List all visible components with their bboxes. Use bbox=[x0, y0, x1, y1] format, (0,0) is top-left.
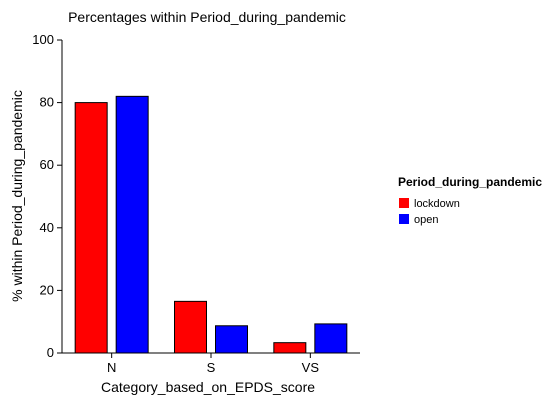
legend: Period_during_pandemic lockdown open bbox=[398, 175, 542, 226]
bar-lockdown-S bbox=[174, 300, 207, 354]
legend-label-lockdown: lockdown bbox=[414, 198, 460, 210]
y-tick-label: 100 bbox=[32, 32, 54, 47]
legend-title: Period_during_pandemic bbox=[398, 175, 542, 189]
legend-swatch-open bbox=[399, 214, 409, 224]
y-tick-label: 80 bbox=[40, 95, 54, 110]
x-axis-label: Category_based_on_EPDS_score bbox=[101, 379, 315, 395]
y-tick-label: 0 bbox=[47, 345, 54, 360]
bar-open-S bbox=[215, 325, 248, 354]
bar-lockdown-N bbox=[74, 102, 108, 354]
x-tick-label: S bbox=[207, 360, 216, 375]
plot-area: 0 20 40 60 80 100 N S VS bbox=[32, 32, 360, 375]
chart-title: Percentages within Period_during_pandemi… bbox=[68, 9, 346, 25]
y-tick-label: 60 bbox=[40, 157, 54, 172]
bar-open-VS bbox=[314, 323, 348, 354]
x-tick-label: VS bbox=[302, 360, 320, 375]
bar-open-N bbox=[115, 95, 149, 354]
y-tick-label: 20 bbox=[40, 282, 54, 297]
y-tick-label: 40 bbox=[40, 220, 54, 235]
x-tick-label: N bbox=[107, 360, 116, 375]
legend-swatch-lockdown bbox=[399, 198, 409, 208]
legend-label-open: open bbox=[414, 214, 438, 226]
y-axis-label: % within Period_during_pandemic bbox=[9, 90, 25, 302]
bar-lockdown-VS bbox=[273, 342, 307, 354]
